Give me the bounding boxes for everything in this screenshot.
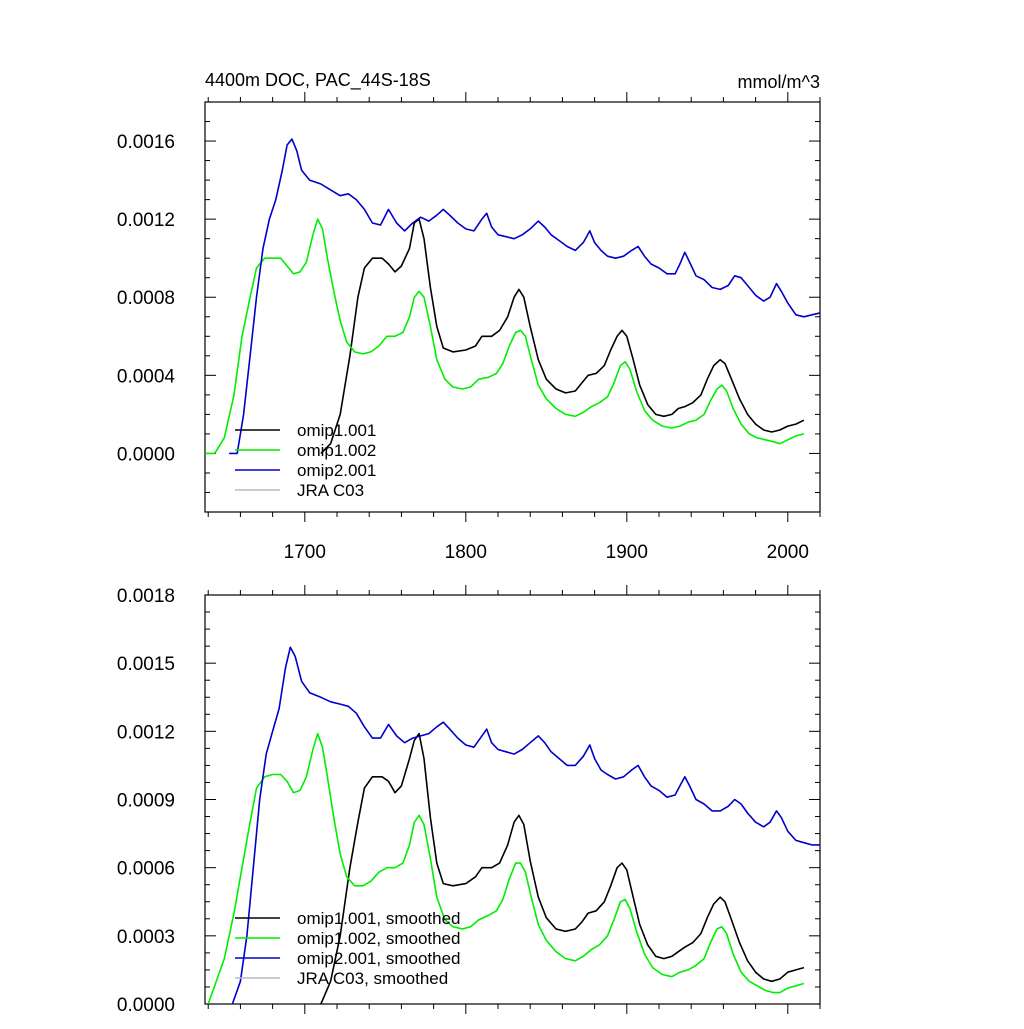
series-line-3 [229, 138, 820, 455]
chart-panel-2: 0.0000 0.0003 0.0006 0.0009 0.0012 0.0015 0.00… [117, 585, 821, 1016]
series-line-1 [320, 732, 805, 1004]
y-tick-label: 0.0003 [117, 927, 175, 948]
chart-panel-1: 1700 1800 1900 2000 0.0000 0.0004 0.0008 0.0012… [117, 70, 821, 563]
x-tick-label: 1700 [284, 542, 326, 563]
legend-label: omip1.001, smoothed [297, 909, 461, 928]
y-tick-label: 0.0012 [117, 210, 175, 231]
y-tick-label: 0.0016 [117, 132, 175, 153]
y-tick-label: 0.0018 [117, 586, 175, 607]
series-line-2 [207, 732, 805, 1004]
units-label: mmol/m^3 [738, 72, 820, 92]
legend-label: omip1.002, smoothed [297, 929, 461, 948]
y-tick-label: 0.0015 [117, 654, 175, 675]
y-tick-label: 0.0004 [117, 366, 176, 387]
x-tick-label: 1900 [606, 542, 648, 563]
y-tick-label: 0.0000 [117, 444, 175, 465]
plot-frame [204, 101, 821, 513]
y-tick-label: 0.0009 [117, 791, 175, 812]
y-tick-label: 0.0012 [117, 722, 175, 743]
x-tick-label: 1800 [445, 542, 487, 563]
series-line-1 [320, 218, 805, 454]
chart-title: 4400m DOC, PAC_44S-18S [205, 70, 431, 91]
legend-label: JRA C03, smoothed [297, 969, 448, 988]
series-line-2 [205, 218, 805, 455]
legend-label: omip1.001 [297, 421, 376, 440]
legend-label: JRA C03 [297, 481, 364, 500]
legend-label: omip1.002 [297, 441, 376, 460]
y-tick-label: 0.0008 [117, 288, 175, 309]
series-line-3 [231, 646, 820, 1004]
y-tick-label: 0.0000 [117, 995, 175, 1016]
legend-label: omip2.001 [297, 461, 376, 480]
y-tick-label: 0.0006 [117, 859, 175, 880]
x-tick-label: 2000 [767, 542, 809, 563]
legend-label: omip2.001, smoothed [297, 949, 461, 968]
